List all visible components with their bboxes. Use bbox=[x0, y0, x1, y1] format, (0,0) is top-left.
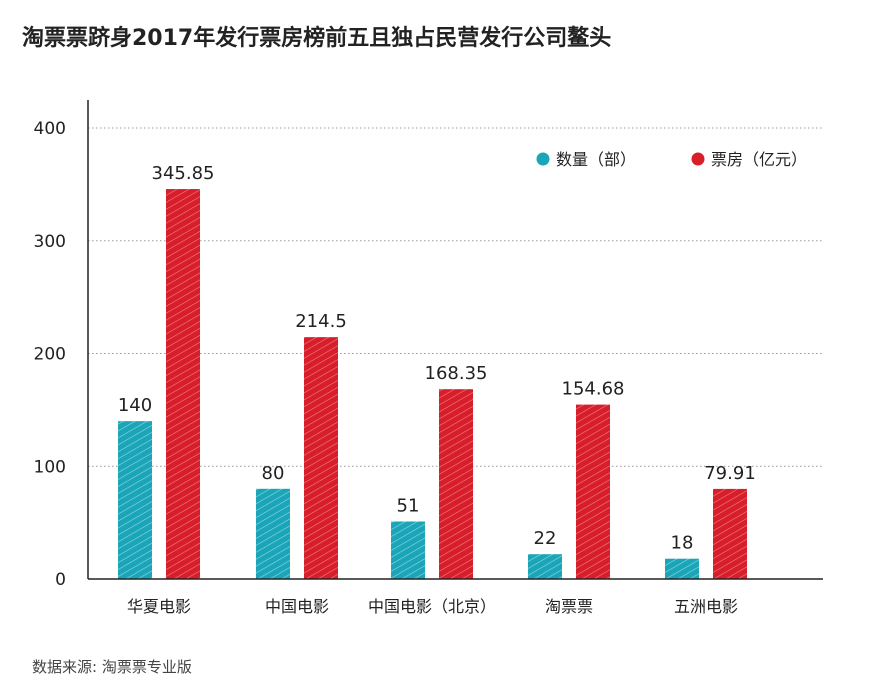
data-label: 79.91 bbox=[704, 463, 756, 484]
bar-count bbox=[118, 421, 152, 579]
legend-label-boxoffice: 票房（亿元） bbox=[711, 150, 807, 169]
bar-count bbox=[256, 488, 290, 579]
grid-lines bbox=[88, 127, 823, 467]
data-label: 18 bbox=[671, 533, 694, 554]
legend-marker-count bbox=[536, 152, 550, 166]
bar-boxoffice bbox=[304, 337, 338, 579]
data-label: 140 bbox=[118, 395, 152, 416]
legend-label-count: 数量（部） bbox=[556, 150, 636, 169]
data-label: 214.5 bbox=[295, 311, 347, 332]
y-tick-label: 300 bbox=[34, 232, 66, 252]
bar-boxoffice bbox=[576, 404, 610, 579]
legend: 数量（部） 票房（亿元） bbox=[536, 150, 807, 169]
y-tick-label: 200 bbox=[34, 345, 66, 365]
bar-count bbox=[665, 558, 699, 579]
x-category-label: 中国电影 bbox=[265, 597, 329, 616]
y-tick-label: 100 bbox=[34, 457, 66, 477]
data-label: 51 bbox=[397, 495, 420, 516]
x-category-label: 五洲电影 bbox=[674, 597, 738, 616]
chart-title: 淘票票跻身2017年发行票房榜前五且独占民营发行公司鳌头 bbox=[22, 26, 612, 51]
bar-boxoffice bbox=[713, 488, 747, 579]
axes bbox=[87, 100, 823, 580]
bar-count bbox=[391, 521, 425, 579]
data-label: 345.85 bbox=[152, 163, 215, 184]
bar-count bbox=[528, 554, 562, 579]
y-tick-label: 400 bbox=[34, 119, 66, 139]
data-label: 154.68 bbox=[562, 379, 625, 400]
labels: 0 100 200 300 400 140 345.85 华夏电影 80 214.5 中国电影 51 1… bbox=[34, 119, 756, 616]
data-source-note: 数据来源: 淘票票专业版 bbox=[32, 658, 192, 676]
bar-boxoffice bbox=[166, 189, 200, 579]
data-label: 80 bbox=[262, 463, 285, 484]
x-category-label: 华夏电影 bbox=[127, 597, 191, 616]
bar-boxoffice bbox=[439, 389, 473, 579]
bars bbox=[118, 189, 747, 579]
y-tick-label: 0 bbox=[55, 570, 66, 590]
x-category-label: 中国电影（北京） bbox=[368, 597, 496, 616]
data-label: 168.35 bbox=[425, 363, 488, 384]
data-label: 22 bbox=[534, 528, 557, 549]
x-category-label: 淘票票 bbox=[545, 597, 593, 616]
legend-marker-boxoffice bbox=[691, 152, 705, 166]
